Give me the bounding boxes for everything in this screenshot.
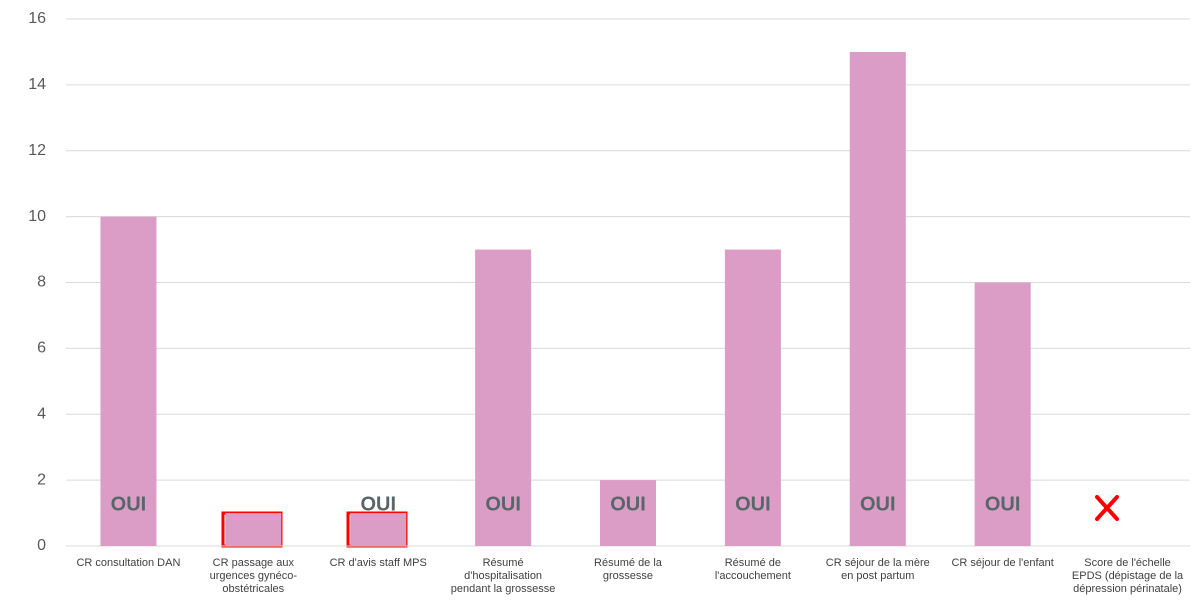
x-tick-label: Résumé de la grossesse [594, 557, 662, 582]
bar [849, 51, 906, 546]
annotation: OUI [735, 493, 771, 515]
annotation: OUI [610, 493, 646, 515]
x-tick-label: CR séjour de l'enfant [951, 557, 1054, 569]
y-tick-label: 8 [37, 274, 46, 291]
bar [225, 513, 282, 546]
annotation: OUI [485, 493, 521, 515]
y-tick-label: 14 [28, 76, 46, 93]
y-tick-label: 6 [37, 340, 46, 357]
bar [600, 480, 656, 546]
x-tick-label: CR passage aux urgences gynéco-obstétric… [209, 557, 298, 595]
bar [100, 216, 157, 546]
x-tick-label: Résumé d'hospitalisation pendant la gros… [450, 557, 556, 595]
annotation: OUI [360, 493, 396, 515]
y-tick-label: 4 [37, 405, 46, 422]
x-tick-label: Résumé de l'accouchement [714, 557, 791, 582]
y-tick-label: 2 [37, 471, 46, 488]
annotation: OUI [860, 493, 896, 515]
cross-mark [1095, 495, 1119, 521]
annotation: OUI [985, 493, 1021, 515]
x-tick-label: CR d'avis staff MPS [329, 557, 427, 569]
y-tick-label: 16 [28, 10, 46, 27]
y-tick-label: 10 [28, 208, 46, 225]
cross-stroke [1095, 495, 1119, 521]
x-tick-label: CR séjour de la mère en post partum [825, 557, 930, 582]
y-tick-label: 0 [37, 537, 46, 554]
bar [724, 249, 781, 546]
x-tick-label: Score de l'échelle EPDS (dépistage de la… [1071, 557, 1184, 595]
bar [974, 282, 1031, 546]
x-tick-label: CR consultation DAN [76, 557, 181, 569]
annotation: OUI [111, 493, 147, 515]
y-tick-label: 12 [28, 142, 46, 159]
bar [475, 249, 532, 546]
bar [350, 513, 407, 546]
